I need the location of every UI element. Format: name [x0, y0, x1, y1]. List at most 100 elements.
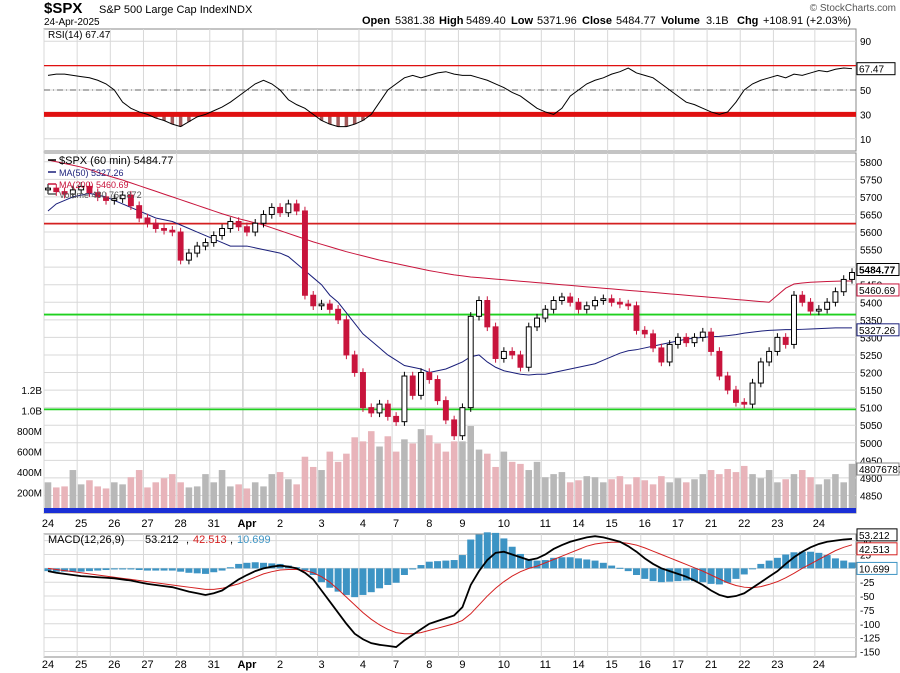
- x-axis-label: 3: [318, 659, 324, 671]
- volume-bar: [533, 461, 541, 513]
- rsi-line: [47, 67, 853, 128]
- candle-body: [78, 185, 85, 191]
- x-axes: 24 25 26 27 28 31 Apr 2 3 4 7 8 9 10 11 14 15 16 17 21 22 23 2…: [42, 518, 825, 671]
- candle-body: [401, 375, 408, 423]
- low-value: 5371.96: [537, 15, 577, 27]
- volume-bar: [774, 482, 781, 513]
- macd-histogram-bar: [483, 532, 491, 569]
- volume-bar: [707, 470, 715, 513]
- candle-body: [335, 308, 342, 321]
- x-axis-label: 9: [459, 518, 465, 530]
- candle-body: [103, 196, 109, 201]
- macd-histogram-bar: [724, 568, 732, 583]
- price-tick-label: 5250: [860, 351, 883, 362]
- macd-last-label: 53.212: [859, 531, 890, 542]
- x-axis-label: 11: [540, 659, 551, 671]
- price-tick-label: 5650: [860, 210, 883, 221]
- macd-histogram-bar: [69, 568, 77, 572]
- x-axis-label: 16: [639, 518, 651, 530]
- candle-body: [301, 210, 308, 296]
- candle-body: [600, 298, 607, 302]
- price-legend-entry: MA(200) 5460.69: [59, 180, 129, 190]
- macd-histogram-bar: [177, 568, 185, 572]
- candle-body: [534, 317, 540, 328]
- candle-body: [641, 329, 648, 335]
- macd-histogram-bar: [823, 555, 831, 569]
- volume-bar: [359, 441, 367, 513]
- volume-bar: [227, 486, 234, 513]
- rsi-tick-label: 90: [860, 37, 872, 48]
- macd-histogram-bar: [641, 568, 649, 579]
- macd-histogram-bar: [757, 563, 765, 569]
- candle-body: [550, 300, 557, 310]
- volume-bar: [624, 484, 632, 513]
- symbol-name: S&P 500 Large Cap Index: [99, 4, 227, 16]
- volume-bar: [500, 451, 508, 513]
- candle-body: [467, 315, 474, 409]
- volume-tick-label: 200M: [17, 489, 42, 500]
- volume-bar: [434, 443, 441, 513]
- price-tick-label: 5400: [860, 298, 883, 309]
- candle-body: [633, 305, 640, 331]
- candle-body: [782, 336, 789, 345]
- volume-bar: [815, 484, 823, 513]
- volume-bar: [268, 474, 276, 513]
- macd-histogram-bar: [682, 568, 690, 581]
- macd-histogram-bar: [599, 562, 607, 569]
- x-axis-label: 27: [141, 518, 153, 530]
- macd-histogram-bar: [715, 568, 723, 585]
- volume-bar: [69, 470, 77, 513]
- volume-bar: [848, 463, 856, 513]
- macd-histogram-bar: [740, 568, 748, 575]
- candle-body: [177, 231, 184, 261]
- price-legend-entry: $SPX (60 min) 5484.77: [59, 155, 173, 167]
- macd-histogram-bar: [657, 568, 665, 583]
- candle-body: [119, 194, 126, 200]
- candle-body: [384, 403, 391, 417]
- price-last-box: [856, 283, 900, 297]
- volume-bar: [367, 431, 375, 513]
- candle-body: [616, 301, 623, 305]
- candle-body: [310, 294, 317, 307]
- candle-body: [459, 407, 466, 437]
- macd-histogram-bar: [633, 568, 640, 575]
- candle-body: [318, 303, 325, 307]
- volume-bar: [749, 474, 756, 513]
- x-axis-label: 2: [277, 518, 283, 530]
- candle-body: [492, 326, 499, 359]
- volume-bar: [127, 477, 135, 513]
- volume-bar: [575, 480, 582, 513]
- volume-bar: [508, 461, 516, 513]
- price-frame: [43, 152, 857, 514]
- x-axis-label: 15: [606, 659, 618, 671]
- volume-bar: [260, 486, 267, 513]
- candle-body: [807, 301, 814, 312]
- volume-bar: [135, 470, 143, 513]
- macd-histogram-bar: [392, 568, 400, 583]
- macd-histogram-bar: [616, 567, 624, 569]
- candle-body: [741, 401, 748, 405]
- price-legend-entry: MA(50) 5327.26: [59, 168, 124, 178]
- chg-value: +108.91 (+2.03%): [763, 15, 851, 27]
- x-axis-label: 24: [42, 659, 54, 671]
- volume-bar: [119, 484, 126, 513]
- rsi-tick-label: 10: [860, 135, 872, 146]
- candle-body: [815, 308, 822, 312]
- macd-histogram-bar: [608, 565, 616, 569]
- macd-histogram-bar: [831, 558, 839, 569]
- candle-body: [243, 226, 250, 233]
- watermark: © StockCharts.com: [810, 3, 896, 14]
- macd-histogram-bar: [574, 558, 582, 569]
- price-tick-label: 5800: [860, 158, 883, 169]
- candle-body: [757, 361, 764, 384]
- candle-body: [476, 300, 482, 317]
- ma200-line: [47, 159, 853, 303]
- macd-signal-line: [47, 541, 853, 635]
- x-axis-label: 23: [771, 518, 783, 530]
- macd-histogram-bar: [318, 568, 326, 583]
- macd-histogram-bar: [326, 568, 334, 588]
- candle-body: [567, 296, 574, 303]
